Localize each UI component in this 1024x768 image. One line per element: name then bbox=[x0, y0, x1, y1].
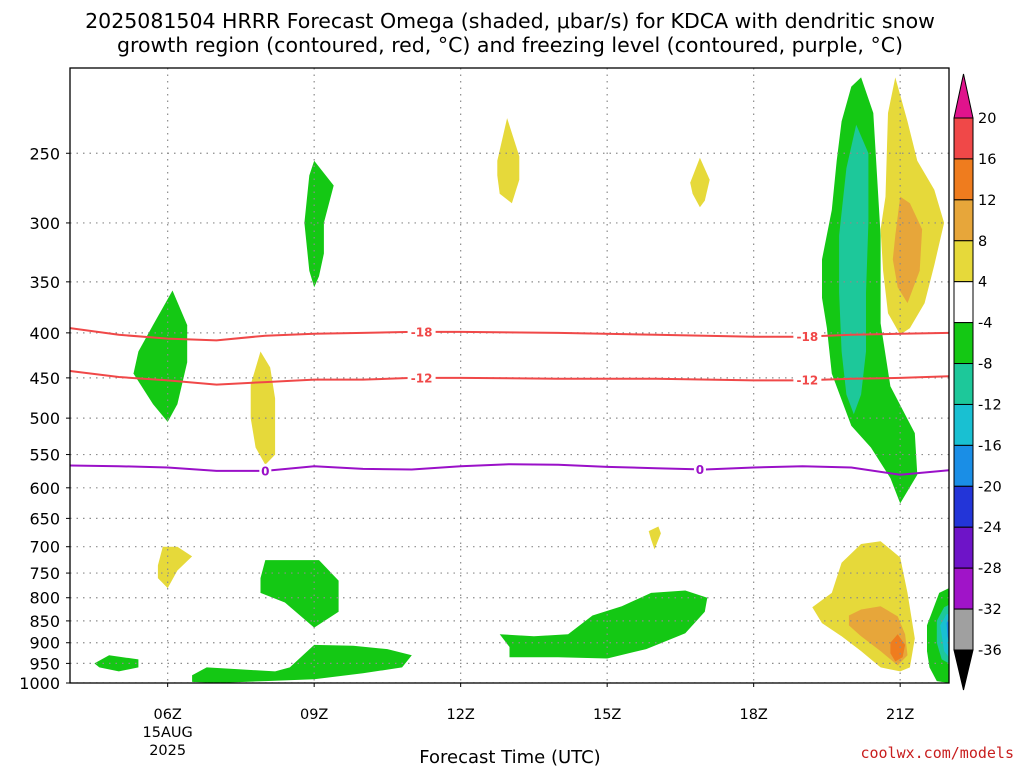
omega-region-6 bbox=[648, 526, 661, 550]
plot-inner: -18 -18 -12 -12 0 0 bbox=[70, 68, 949, 683]
contour-label--12-1: -12 bbox=[797, 374, 819, 388]
chart-title-line-2: growth region (contoured, red, °C) and f… bbox=[117, 33, 903, 57]
y-tick-label-350: 350 bbox=[29, 273, 60, 292]
colorbar-label-16: 16 bbox=[978, 152, 996, 168]
credit-text: coolwx.com/models bbox=[860, 744, 1014, 762]
colorbar-label--24: -24 bbox=[978, 520, 1002, 536]
colorbar-label-8: 8 bbox=[978, 234, 987, 250]
contour-label-0-0: 0 bbox=[261, 464, 269, 478]
omega-region-3 bbox=[497, 118, 520, 204]
colorbar-swatch-12 bbox=[953, 567, 974, 610]
contour-label-bg--12-1 bbox=[793, 373, 822, 388]
x-tick-label-09Z: 09Z bbox=[300, 707, 328, 723]
colorbar-top-arrow bbox=[953, 73, 974, 119]
contour-label-bg--18-1 bbox=[793, 329, 822, 344]
colorbar-label--16: -16 bbox=[978, 438, 1002, 454]
colorbar-label--36: -36 bbox=[978, 643, 1002, 659]
x-tick-label-06Z: 06Z bbox=[153, 707, 181, 723]
contour-label--12-0: -12 bbox=[411, 371, 433, 385]
x-axis-label: Forecast Time (UTC) bbox=[419, 747, 600, 768]
contour-label-bg-0-1 bbox=[693, 462, 706, 477]
x-tick-sublabel-06Z-0: 15AUG bbox=[143, 725, 193, 741]
colorbar-label--4: -4 bbox=[978, 316, 992, 332]
colorbar-swatch-3 bbox=[953, 199, 974, 242]
y-tick-label-650: 650 bbox=[29, 509, 60, 528]
y-tick-label-1000: 1000 bbox=[19, 674, 60, 693]
contour-label--18-1: -18 bbox=[797, 330, 819, 344]
colorbar-swatch-6 bbox=[953, 322, 974, 365]
x-tick-label-18Z: 18Z bbox=[739, 707, 767, 723]
contour-label-bg--18-0 bbox=[407, 324, 436, 339]
omega-region-12 bbox=[839, 124, 869, 415]
contour-line-0 bbox=[70, 463, 949, 476]
contours: -18 -18 -12 -12 0 0 bbox=[70, 324, 949, 478]
contour-label--18-0: -18 bbox=[411, 325, 433, 339]
y-tick-label-500: 500 bbox=[29, 409, 60, 428]
colorbar-swatch-10 bbox=[953, 485, 974, 528]
y-tick-label-950: 950 bbox=[29, 654, 60, 673]
colorbar-label-4: 4 bbox=[978, 275, 987, 291]
colorbar-swatch-11 bbox=[953, 526, 974, 569]
contour-line--18 bbox=[70, 327, 949, 342]
colorbar-swatch-2 bbox=[953, 158, 974, 201]
y-tick-label-600: 600 bbox=[29, 479, 60, 498]
y-tick-label-300: 300 bbox=[29, 214, 60, 233]
y-tick-label-850: 850 bbox=[29, 612, 60, 631]
colorbar-label-12: 12 bbox=[978, 193, 996, 209]
colorbar-label--8: -8 bbox=[978, 357, 992, 373]
colorbar-label--20: -20 bbox=[978, 479, 1002, 495]
contour-label-bg-0-0 bbox=[259, 463, 272, 478]
colorbar-swatch-5 bbox=[953, 281, 974, 324]
colorbar-label--28: -28 bbox=[978, 561, 1002, 577]
y-tick-label-450: 450 bbox=[29, 369, 60, 388]
y-tick-label-550: 550 bbox=[29, 446, 60, 465]
omega-region-7 bbox=[260, 560, 339, 628]
omega-region-2 bbox=[304, 160, 334, 288]
colorbar-swatch-7 bbox=[953, 363, 974, 405]
plot-frame bbox=[69, 67, 950, 684]
contour-line--12 bbox=[70, 370, 949, 386]
colorbar-label--32: -32 bbox=[978, 602, 1002, 618]
y-tick-label-700: 700 bbox=[29, 538, 60, 557]
colorbar-swatch-13 bbox=[953, 608, 974, 651]
x-tick-label-15Z: 15Z bbox=[593, 707, 621, 723]
colorbar-swatch-8 bbox=[953, 403, 974, 446]
colorbar-bottom-arrow bbox=[953, 649, 974, 691]
omega-region-1 bbox=[250, 351, 276, 465]
y-tick-label-750: 750 bbox=[29, 564, 60, 583]
y-tick-label-250: 250 bbox=[29, 144, 60, 163]
omega-region-4 bbox=[690, 157, 710, 208]
omega-region-0 bbox=[133, 290, 188, 422]
colorbar: 20 16 12 8 4 -4 -8 -12 -16 -20 -24 -28 -32 -36 bbox=[953, 73, 1002, 691]
omega-region-10 bbox=[499, 590, 708, 659]
colorbar-label-20: 20 bbox=[978, 111, 996, 127]
plot-area: -18 -18 -12 -12 0 0 250 300 350 400 450 500 550 600 65… bbox=[19, 67, 950, 759]
y-tick-label-400: 400 bbox=[29, 324, 60, 343]
colorbar-swatch-1 bbox=[953, 117, 974, 160]
omega-region-5 bbox=[157, 546, 193, 589]
omega-region-9 bbox=[192, 644, 412, 683]
y-tick-label-900: 900 bbox=[29, 634, 60, 653]
contour-label-0-1: 0 bbox=[696, 463, 704, 477]
colorbar-swatch-9 bbox=[953, 444, 974, 487]
x-tick-label-21Z: 21Z bbox=[886, 707, 914, 723]
x-tick-sublabel-06Z-1: 2025 bbox=[149, 743, 186, 759]
colorbar-swatch-4 bbox=[953, 240, 974, 283]
omega-region-17 bbox=[890, 634, 906, 662]
chart-title-line-1: 2025081504 HRRR Forecast Omega (shaded, … bbox=[85, 9, 935, 33]
y-tick-label-800: 800 bbox=[29, 589, 60, 608]
x-tick-label-12Z: 12Z bbox=[446, 707, 474, 723]
omega-shading bbox=[94, 77, 949, 683]
contour-label-bg--12-0 bbox=[407, 370, 436, 385]
colorbar-label--12: -12 bbox=[978, 397, 1002, 413]
